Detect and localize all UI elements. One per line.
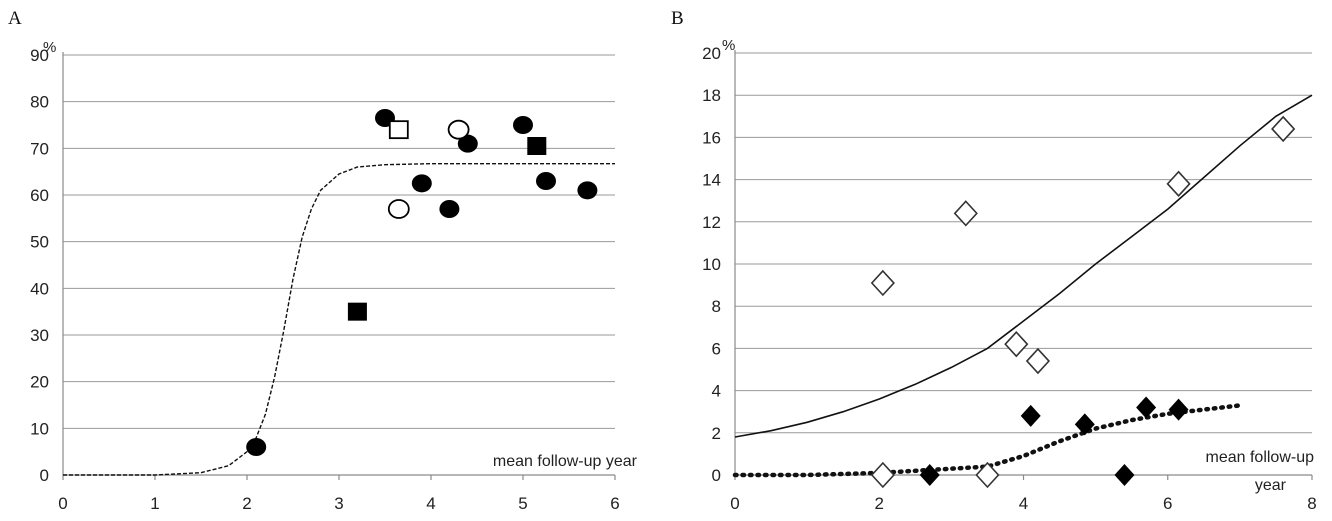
y-tick-label: 40 <box>30 279 49 298</box>
y-tick-label: 20 <box>30 373 49 392</box>
dashed-fit-curve <box>63 163 615 476</box>
unit-label: % <box>43 39 56 56</box>
solid-fit-curve <box>734 94 1313 438</box>
y-tick-label: 12 <box>702 213 721 232</box>
y-tick-label: 8 <box>712 297 721 316</box>
data-point-filled-square <box>347 302 367 321</box>
data-point-open-circle <box>447 119 470 140</box>
y-tick-label: 90 <box>30 46 49 65</box>
y-tick-label: 10 <box>30 419 49 438</box>
y-tick-label: 30 <box>30 326 49 345</box>
x-tick-label: 1 <box>150 494 159 513</box>
y-tick-label: 4 <box>712 382 721 401</box>
data-point-open-diamond <box>870 269 895 297</box>
chart-panel-a: A 0 10 20 30 40 50 60 70 80 90 0 1 2 3 4 5 6% mean follow-… <box>8 8 638 513</box>
y-tick-label: 0 <box>40 466 49 485</box>
y-tick-label: 80 <box>30 93 49 112</box>
data-point-filled-diamond <box>1136 396 1157 419</box>
data-point-filled-diamond <box>1168 398 1189 421</box>
x-tick-label: 6 <box>610 494 619 513</box>
data-point-open-diamond <box>1004 330 1029 358</box>
data-point-filled-circle <box>513 116 533 134</box>
x-tick-label: 4 <box>426 494 435 513</box>
data-point-open-circle <box>387 199 410 219</box>
y-tick-label: 2 <box>712 424 721 443</box>
y-tick-label: 50 <box>30 233 49 252</box>
x-tick-label: 2 <box>242 494 251 513</box>
y-tick-label: 70 <box>30 139 49 158</box>
data-point-filled-diamond <box>1074 413 1095 436</box>
data-point-filled-circle <box>411 174 432 193</box>
data-point-filled-diamond <box>1020 404 1041 427</box>
unit-label: % <box>722 37 735 54</box>
x-tick-label: 2 <box>875 494 884 513</box>
axis-annotation: year <box>1255 477 1287 494</box>
panel-letter: A <box>8 8 22 29</box>
data-point-filled-circle <box>439 200 460 218</box>
panel-letter: B <box>671 8 684 29</box>
y-tick-label: 18 <box>702 86 721 105</box>
x-tick-label: 4 <box>1019 494 1028 513</box>
x-tick-label: 0 <box>730 494 739 513</box>
y-tick-label: 6 <box>712 339 721 358</box>
x-tick-label: 0 <box>58 494 67 513</box>
x-tick-label: 8 <box>1307 494 1316 513</box>
data-point-open-diamond <box>1166 170 1191 198</box>
x-tick-label: 3 <box>334 494 343 513</box>
data-point-filled-diamond <box>919 464 940 486</box>
y-tick-label: 0 <box>712 466 721 485</box>
data-point-filled-circle <box>457 134 478 153</box>
axis-annotation: mean follow-up year <box>493 453 638 470</box>
y-tick-label: 60 <box>30 186 49 205</box>
axis-annotation: mean follow-up <box>1206 449 1315 466</box>
x-tick-label: 5 <box>518 494 527 513</box>
data-point-open-square <box>388 120 409 140</box>
data-point-open-diamond <box>975 461 1000 489</box>
data-point-open-diamond <box>1025 347 1051 375</box>
y-tick-label: 10 <box>702 255 721 274</box>
data-point-open-diamond <box>953 200 978 227</box>
y-tick-label: 16 <box>702 128 721 147</box>
dotted-fit-curve <box>732 403 1243 478</box>
data-point-filled-circle <box>577 181 598 200</box>
chart-panel-b: B 0 2 4 6 8 10 12 14 16 18 20 0 2 4 6 8% mean follow-up ye… <box>671 8 1317 513</box>
x-tick-label: 6 <box>1163 494 1172 513</box>
y-tick-label: 20 <box>702 44 721 63</box>
data-point-filled-square <box>527 137 547 155</box>
data-point-filled-circle <box>246 438 267 456</box>
y-tick-label: 14 <box>702 171 721 190</box>
data-point-filled-circle <box>536 172 556 190</box>
data-point-filled-diamond <box>1114 464 1135 486</box>
data-point-open-diamond <box>1271 115 1296 143</box>
data-point-open-diamond <box>870 461 895 489</box>
